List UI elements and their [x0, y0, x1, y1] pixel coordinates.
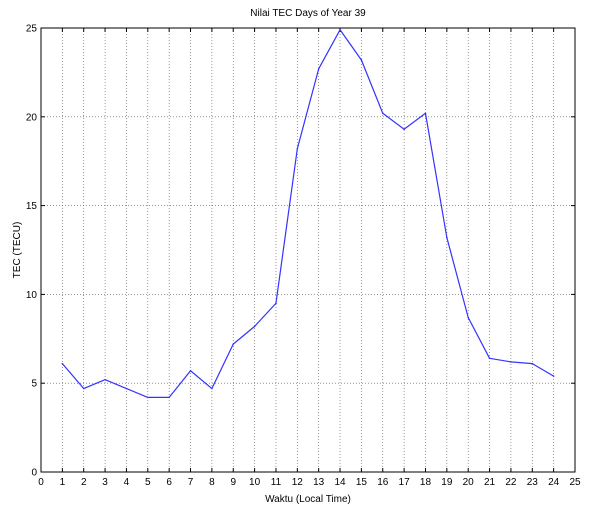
data-point	[552, 375, 555, 377]
data-point	[211, 387, 213, 390]
x-tick-label: 8	[209, 477, 215, 488]
y-tick-label: 10	[26, 290, 38, 301]
y-tick-label: 25	[26, 24, 38, 35]
x-tick-label: 6	[166, 477, 172, 488]
data-point	[446, 236, 448, 239]
x-tick-label: 0	[38, 477, 44, 488]
data-point	[360, 59, 363, 61]
x-tick-label: 16	[377, 477, 389, 488]
data-point	[82, 387, 85, 390]
x-tick-label: 18	[420, 477, 432, 488]
data-point	[403, 128, 405, 131]
x-tick-label: 23	[527, 477, 539, 488]
chart-title: Nilai TEC Days of Year 39	[250, 8, 366, 19]
y-tick-label: 0	[31, 468, 37, 479]
x-tick-label: 17	[399, 477, 411, 488]
data-point	[275, 302, 277, 305]
data-point	[317, 68, 320, 70]
series-layer	[61, 28, 555, 399]
y-axis-label: TEC (TECU)	[12, 222, 23, 279]
x-tick-label: 20	[463, 477, 475, 488]
y-tick-label: 15	[26, 201, 38, 212]
data-point	[381, 112, 384, 115]
data-point	[61, 362, 64, 365]
data-point	[125, 387, 128, 390]
x-tick-label: 22	[505, 477, 517, 488]
x-tick-label: 12	[292, 477, 304, 488]
x-tick-label: 11	[271, 477, 282, 488]
x-tick-label: 24	[548, 477, 560, 488]
data-point	[168, 396, 170, 399]
data-point	[510, 361, 512, 363]
data-point	[296, 147, 299, 150]
data-point	[339, 28, 341, 31]
x-tick-label: 9	[230, 477, 236, 488]
x-tick-label: 19	[441, 477, 453, 488]
x-tick-label: 15	[356, 477, 368, 488]
x-tick-label: 25	[569, 477, 581, 488]
x-tick-label: 3	[102, 477, 108, 488]
series-line	[61, 29, 554, 399]
x-tick-label: 1	[60, 477, 66, 488]
data-point	[424, 112, 427, 115]
y-tick-label: 20	[26, 112, 38, 123]
data-point	[253, 325, 256, 328]
grid	[41, 28, 575, 472]
x-tick-label: 14	[334, 477, 346, 488]
x-tick-label: 7	[188, 477, 194, 488]
x-tick-label: 13	[313, 477, 325, 488]
axis-ticks: 0 1 2 3 4 5 6 7 8 9 10 11 12 13 14 15 16 17 18 19 20 21 22 23 24…	[26, 24, 581, 489]
data-point	[104, 378, 106, 381]
data-point	[147, 396, 149, 399]
x-tick-label: 2	[81, 477, 87, 488]
x-tick-label: 10	[249, 477, 261, 488]
x-tick-label: 21	[484, 477, 496, 488]
data-point	[531, 362, 534, 365]
x-axis-label: Waktu (Local Time)	[265, 494, 351, 505]
y-tick-label: 5	[31, 379, 37, 390]
data-point	[488, 357, 491, 360]
x-tick-label: 5	[145, 477, 151, 488]
plot-frame	[40, 27, 576, 473]
data-point	[189, 369, 192, 372]
data-point	[467, 316, 470, 319]
data-point	[232, 343, 235, 345]
x-tick-label: 4	[124, 477, 130, 488]
